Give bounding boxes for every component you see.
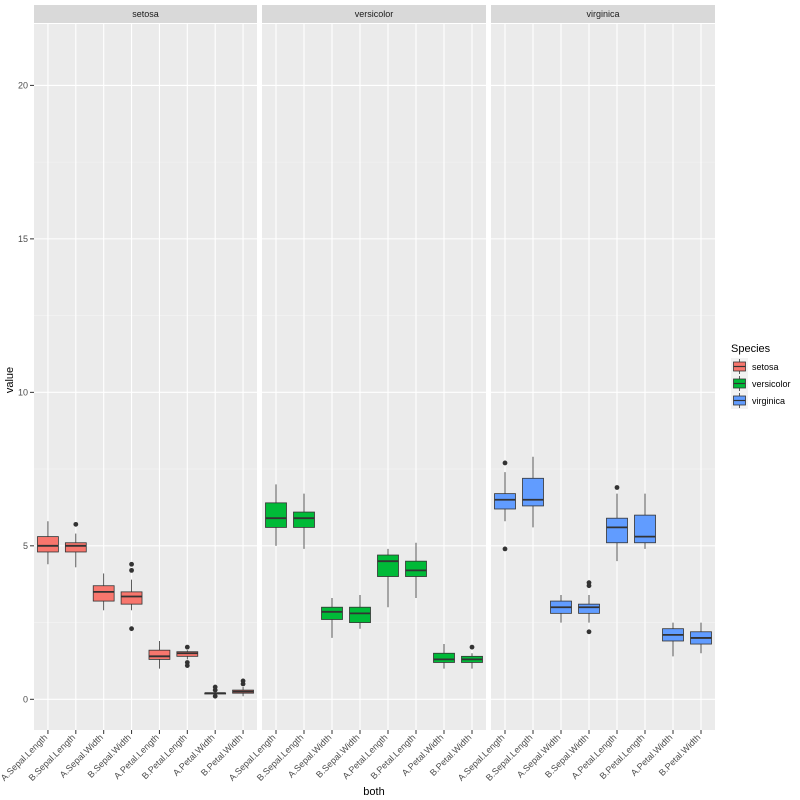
box-body	[522, 477, 544, 507]
box-body	[265, 502, 287, 528]
box-setosa-A.Petal.Width	[204, 684, 227, 699]
box-setosa-A.Sepal.Length	[37, 521, 59, 565]
y-tick-label-3: 15	[18, 234, 28, 244]
outlier-point	[129, 567, 134, 573]
box-body	[377, 554, 399, 577]
outlier-point	[586, 580, 592, 586]
box-virginica-A.Petal.Width	[662, 622, 684, 657]
y-tick-label-2: 10	[18, 387, 28, 397]
panel-background-setosa	[34, 24, 257, 730]
box-body	[293, 511, 315, 528]
x-axis-title: both	[363, 786, 384, 798]
y-tick-label-4: 20	[18, 80, 28, 90]
box-body	[37, 536, 59, 553]
outlier-point	[73, 521, 79, 527]
box-body	[405, 560, 427, 577]
box-body	[433, 652, 455, 663]
facet-label-setosa: setosa	[132, 9, 159, 19]
panel-background-versicolor	[262, 24, 486, 730]
outlier-point	[184, 663, 190, 668]
box-body	[120, 591, 143, 605]
legend-entry-versicolor: versicolor	[731, 375, 791, 392]
y-axis-title: value	[4, 367, 16, 393]
box-setosa-B.Petal.Length	[176, 644, 199, 668]
box-setosa-B.Sepal.Length	[64, 521, 87, 568]
box-virginica-A.Sepal.Length	[494, 460, 516, 552]
facet-label-versicolor: versicolor	[355, 9, 394, 19]
legend-title: Species	[731, 343, 771, 355]
legend-label-setosa: setosa	[752, 362, 779, 372]
box-body	[578, 603, 600, 614]
box-versicolor-B.Sepal.Width	[349, 594, 371, 629]
box-setosa-A.Petal.Length	[148, 640, 171, 669]
box-virginica-B.Petal.Length	[634, 493, 656, 549]
y-tick-label-1: 5	[23, 541, 28, 551]
box-versicolor-A.Petal.Length	[377, 548, 399, 608]
box-virginica-B.Sepal.Width	[578, 580, 600, 635]
outlier-point	[502, 460, 508, 466]
facet-strip-virginica	[491, 5, 715, 23]
box-body	[64, 542, 87, 553]
box-setosa-B.Sepal.Width	[120, 561, 143, 632]
box-versicolor-A.Petal.Width	[433, 644, 455, 669]
outlier-point	[614, 485, 620, 490]
facet-strip-versicolor	[262, 5, 486, 23]
outlier-point	[586, 629, 592, 635]
box-versicolor-B.Sepal.Length	[293, 493, 315, 549]
box-body	[634, 514, 656, 544]
box-versicolor-B.Petal.Length	[405, 542, 427, 599]
box-virginica-A.Petal.Length	[606, 485, 628, 562]
box-body	[321, 606, 343, 620]
outlier-point	[212, 687, 218, 693]
outlier-point	[240, 678, 246, 684]
outlier-point	[502, 546, 508, 552]
box-setosa-A.Sepal.Width	[92, 573, 115, 611]
box-virginica-B.Petal.Width	[690, 622, 712, 654]
outlier-point	[469, 644, 475, 650]
box-versicolor-B.Petal.Width	[461, 644, 483, 669]
facet-label-virginica: virginica	[586, 9, 619, 19]
outlier-point	[184, 644, 190, 650]
box-versicolor-A.Sepal.Width	[321, 598, 343, 638]
box-body	[148, 649, 171, 660]
box-virginica-B.Sepal.Length	[522, 456, 544, 528]
box-body	[349, 606, 371, 623]
legend-label-virginica: virginica	[752, 396, 785, 406]
box-body	[606, 517, 628, 544]
outlier-point	[129, 561, 134, 567]
box-body	[494, 493, 516, 510]
outlier-point	[129, 626, 134, 632]
panel-background-virginica	[491, 24, 715, 730]
legend-entry-setosa: setosa	[731, 358, 779, 375]
box-body	[92, 585, 115, 602]
box-versicolor-A.Sepal.Length	[265, 484, 287, 546]
legend-entry-virginica: virginica	[731, 392, 785, 409]
facet-strip-setosa	[34, 5, 257, 23]
y-tick-label-0: 0	[23, 694, 28, 704]
x-tick-label-setosa-A.Sepal.Length: A.Sepal.Length	[0, 732, 49, 783]
outlier-point	[212, 693, 218, 699]
legend-label-versicolor: versicolor	[752, 379, 791, 389]
box-virginica-A.Sepal.Width	[550, 594, 572, 623]
box-setosa-B.Petal.Width	[232, 678, 254, 697]
